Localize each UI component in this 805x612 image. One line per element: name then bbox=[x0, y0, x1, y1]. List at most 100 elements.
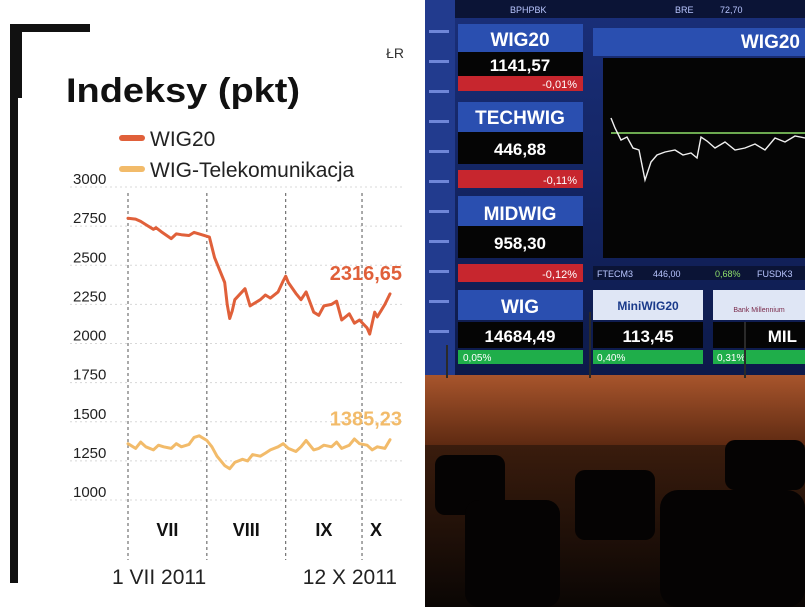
ticker-1: 446,00 bbox=[653, 269, 681, 279]
y-tick-label-1500: 1500 bbox=[73, 406, 106, 423]
series-0-point-16 bbox=[226, 303, 229, 306]
series-1-point-0 bbox=[126, 442, 130, 445]
series-1-point-23 bbox=[264, 451, 267, 455]
series-0-point-18 bbox=[231, 309, 234, 312]
series-1-point-5 bbox=[157, 444, 160, 447]
series-1-point-44 bbox=[388, 438, 392, 441]
series-1-point-41 bbox=[371, 448, 374, 452]
series-1-point-17 bbox=[228, 467, 231, 470]
series-line-1 bbox=[126, 434, 392, 471]
legend: WIG20 WIG-Telekomunikacja bbox=[119, 128, 355, 182]
series-0-point-45 bbox=[383, 303, 387, 306]
x-start-label: 1 VII 2011 bbox=[112, 566, 206, 589]
svg-text:14684,49: 14684,49 bbox=[485, 327, 556, 346]
index-chart: ŁR Indeksy (pkt) WIG20 WIG-Telekomunikac… bbox=[10, 24, 404, 589]
svg-text:958,30: 958,30 bbox=[494, 234, 546, 253]
series-0-point-9 bbox=[180, 233, 183, 236]
series-1-point-42 bbox=[376, 445, 379, 448]
source-tag: ŁR bbox=[386, 45, 404, 61]
board-header-middle: BRE bbox=[675, 5, 694, 15]
series-1-point-27 bbox=[287, 447, 290, 450]
series-0-point-30 bbox=[299, 298, 303, 301]
series-1-point-22 bbox=[259, 455, 262, 458]
series-0-point-5 bbox=[154, 226, 158, 229]
index-tile-wig20: WIG20 1141,57 -0,01% bbox=[458, 24, 583, 91]
series-1-point-32 bbox=[317, 447, 320, 450]
ticker-3: FUSDK3 bbox=[757, 269, 793, 279]
series-0-point-19 bbox=[233, 298, 236, 301]
series-0-point-13 bbox=[208, 235, 211, 239]
series-1-point-40 bbox=[365, 444, 369, 447]
series-0-point-32 bbox=[312, 311, 315, 314]
chart-panel: ŁR Indeksy (pkt) WIG20 WIG-Telekomunikac… bbox=[10, 24, 404, 589]
series-1-point-24 bbox=[269, 448, 272, 452]
board-header bbox=[455, 0, 805, 18]
legend-label-telecom: WIG-Telekomunikacja bbox=[150, 159, 355, 182]
svg-text:0,05%: 0,05% bbox=[463, 353, 491, 364]
corner-frame-block bbox=[10, 24, 22, 98]
svg-text:446,88: 446,88 bbox=[494, 140, 546, 159]
svg-text:-0,01%: -0,01% bbox=[542, 79, 577, 91]
end-value-label-0: 2316,65 bbox=[330, 263, 402, 285]
svg-text:MiniWIG20: MiniWIG20 bbox=[617, 299, 679, 313]
series-0-point-39 bbox=[353, 322, 356, 325]
series-0-point-38 bbox=[348, 312, 351, 315]
bottom-tile-miniwig20: MiniWIG20 113,45 0,40% bbox=[593, 290, 703, 364]
series-1-point-18 bbox=[233, 461, 236, 464]
series-0-point-35 bbox=[330, 303, 333, 306]
chairs bbox=[435, 440, 805, 607]
svg-text:Bank Millennium: Bank Millennium bbox=[733, 307, 785, 314]
series-0-point-29 bbox=[294, 292, 298, 295]
y-tick-label-1750: 1750 bbox=[73, 367, 106, 384]
bottom-tile-millennium: Bank Millennium MIL 0,31% bbox=[713, 290, 805, 364]
series-0-point-34 bbox=[322, 304, 326, 308]
series-0-point-23 bbox=[264, 293, 267, 297]
trading-desk bbox=[425, 375, 805, 445]
index-tile-techwig: TECHWIG 446,88 -0,11% bbox=[458, 102, 583, 188]
end-value-label-1: 1385,23 bbox=[330, 409, 402, 431]
grid bbox=[70, 186, 402, 560]
stock-exchange-photo: BPHPBK BRE 72,70 WIG20 1141,57 -0,01% TE… bbox=[425, 0, 805, 607]
series-0-point-11 bbox=[192, 231, 196, 234]
series-1-point-39 bbox=[358, 442, 361, 445]
series-lines bbox=[126, 216, 392, 471]
month-label-VII: VII bbox=[156, 520, 178, 540]
side-data-column bbox=[425, 0, 455, 375]
series-1-point-10 bbox=[187, 443, 191, 446]
series-1-point-11 bbox=[192, 436, 196, 439]
series-1-point-29 bbox=[299, 445, 303, 448]
series-0-point-0 bbox=[126, 217, 130, 220]
value-labels: 2316,65 1385,23 bbox=[330, 263, 402, 431]
series-1-point-37 bbox=[348, 444, 351, 447]
series-1-point-13 bbox=[205, 439, 209, 442]
svg-text:0,40%: 0,40% bbox=[597, 353, 625, 364]
series-1-point-38 bbox=[353, 437, 356, 441]
svg-text:WIG20: WIG20 bbox=[490, 30, 549, 51]
series-1-point-26 bbox=[282, 442, 285, 445]
month-label-VIII: VIII bbox=[233, 520, 260, 540]
series-1-point-14 bbox=[210, 445, 214, 448]
series-0-point-27 bbox=[284, 275, 287, 278]
series-0-point-21 bbox=[248, 304, 252, 308]
svg-text:0,31%: 0,31% bbox=[717, 353, 745, 364]
series-0-point-24 bbox=[269, 296, 272, 300]
series-0-point-17 bbox=[228, 317, 231, 320]
y-tick-label-2000: 2000 bbox=[73, 328, 106, 345]
svg-text:WIG20: WIG20 bbox=[741, 32, 800, 53]
series-0-point-41 bbox=[365, 326, 369, 330]
index-tile-midwig: MIDWIG 958,30 -0,12% bbox=[458, 196, 583, 282]
series-1-point-8 bbox=[175, 442, 178, 445]
y-tick-label-3000: 3000 bbox=[73, 171, 106, 188]
board-header-left: BPHPBK bbox=[510, 5, 547, 15]
chart-title: Indeksy (pkt) bbox=[66, 72, 300, 110]
series-1-point-43 bbox=[383, 447, 387, 450]
svg-text:TECHWIG: TECHWIG bbox=[475, 108, 565, 129]
series-1-point-25 bbox=[276, 445, 280, 448]
series-1-point-20 bbox=[246, 459, 249, 463]
series-0-point-3 bbox=[144, 223, 147, 226]
series-1-point-4 bbox=[152, 448, 155, 452]
series-1-point-33 bbox=[322, 444, 326, 447]
series-0-point-36 bbox=[335, 300, 338, 303]
big-chart-screen: WIG20 bbox=[593, 28, 805, 258]
series-0-point-31 bbox=[304, 290, 308, 294]
